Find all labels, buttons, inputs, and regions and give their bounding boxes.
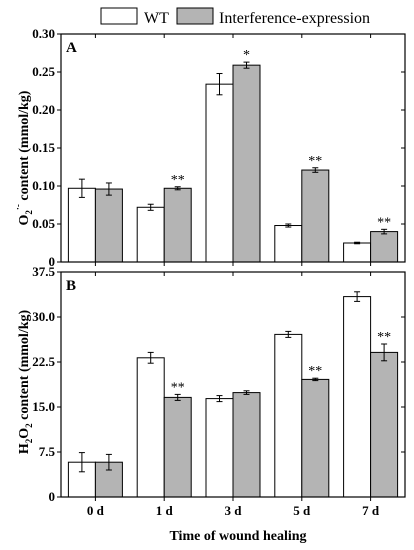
panel-b-significance-3: ** <box>308 364 322 379</box>
panel-b-bar-interference-1 <box>163 396 192 498</box>
panel-a-bar-interference-3 <box>301 169 330 263</box>
panel-a-bar-wt-3 <box>274 225 303 263</box>
panel-b-significance-1: ** <box>171 380 185 395</box>
panel-a-ytick-label-5: 0.25 <box>32 64 55 79</box>
legend-swatch-interference <box>176 7 214 25</box>
panel-a-bar-wt-2 <box>205 83 234 263</box>
panel-b-ytick-label-0: 0 <box>49 489 56 504</box>
panel-b-ylabel-rest: content (mmol/kg) <box>17 310 32 424</box>
panel-b-ylabel: H2O2 content (mmol/kg) <box>17 310 34 455</box>
panel-b-bar-wt-4 <box>343 296 372 498</box>
legend-swatch-wt <box>100 7 138 25</box>
x-tick-label-0: 0 d <box>87 503 105 518</box>
panel-b-ytick-label-5: 37.5 <box>32 264 55 279</box>
panel-a-ytick-label-6: 0.30 <box>32 26 55 41</box>
panel-b-bar-wt-3 <box>274 333 303 498</box>
x-tick-label-1: 1 d <box>156 503 174 518</box>
panel-b-bar-wt-1 <box>136 357 165 498</box>
panel-b-ytick-label-4: 30.0 <box>32 309 55 324</box>
panel-b-label: B <box>66 278 76 294</box>
panel-b-bar-interference-2 <box>232 392 261 498</box>
panel-b-ytick-label-2: 15.0 <box>32 399 55 414</box>
panel-a-significance-4: ** <box>377 215 391 230</box>
panel-a-ylabel: O2·- content (mmol/kg) <box>13 90 34 225</box>
legend-label-wt: WT <box>144 10 169 27</box>
panel-a-ytick-label-3: 0.15 <box>32 140 55 155</box>
panel-a-bar-interference-4 <box>370 231 399 263</box>
panel-a-ylabel-main: O <box>17 214 32 225</box>
panel-b-ylabel-sub2: 2 <box>24 423 34 428</box>
panel-a-ylabel-sup: ·- <box>13 204 23 210</box>
panel-b-frame <box>60 271 406 498</box>
panel-a-significance-3: ** <box>308 154 322 169</box>
panel-a-ylabel-sub: 2 <box>24 210 34 215</box>
panel-b-ylabel-main: H <box>17 443 32 454</box>
panel-a-bar-wt-1 <box>136 206 165 263</box>
panel-a-bar-interference-2 <box>232 64 261 263</box>
panel-a-label: A <box>66 40 77 56</box>
panel-b-bar-interference-3 <box>301 378 330 498</box>
panel-b-ytick-label-3: 22.5 <box>32 354 55 369</box>
panel-b-ytick-label-1: 7.5 <box>39 444 56 459</box>
panel-b-bar-wt-2 <box>205 398 234 498</box>
panel-b-bar-interference-4 <box>370 351 399 498</box>
legend: WT Interference-expression <box>100 7 370 27</box>
panel-b-ylabel-mid: O <box>17 428 32 439</box>
x-axis-label: Time of wound healing <box>169 529 306 544</box>
panel-a-bar-wt-0 <box>67 187 96 263</box>
panel-a-ytick-label-0: 0 <box>49 254 56 269</box>
panel-a-ytick-label-4: 0.20 <box>32 102 55 117</box>
panel-b-ylabel-sub1: 2 <box>24 438 34 443</box>
panel-a-ytick-label-2: 0.10 <box>32 178 55 193</box>
x-tick-label-4: 7 d <box>362 503 380 518</box>
panel-a-ytick-label-1: 0.05 <box>32 216 55 231</box>
panel-a-significance-1: ** <box>171 173 185 188</box>
panel-a-bar-wt-4 <box>343 242 372 263</box>
panel-a-ylabel-rest: content (mmol/kg) <box>17 90 32 204</box>
panel-a-significance-2: * <box>243 48 250 63</box>
panel-b-significance-4: ** <box>377 330 391 345</box>
panel-a-bar-interference-0 <box>94 188 123 263</box>
panel-a: A O2·- content (mmol/kg) *******00.050.1… <box>13 26 406 269</box>
x-tick-label-3: 5 d <box>293 503 311 518</box>
legend-label-interference: Interference-expression <box>219 10 370 27</box>
panel-a-bar-interference-1 <box>163 187 192 263</box>
x-tick-label-2: 3 d <box>225 503 243 518</box>
